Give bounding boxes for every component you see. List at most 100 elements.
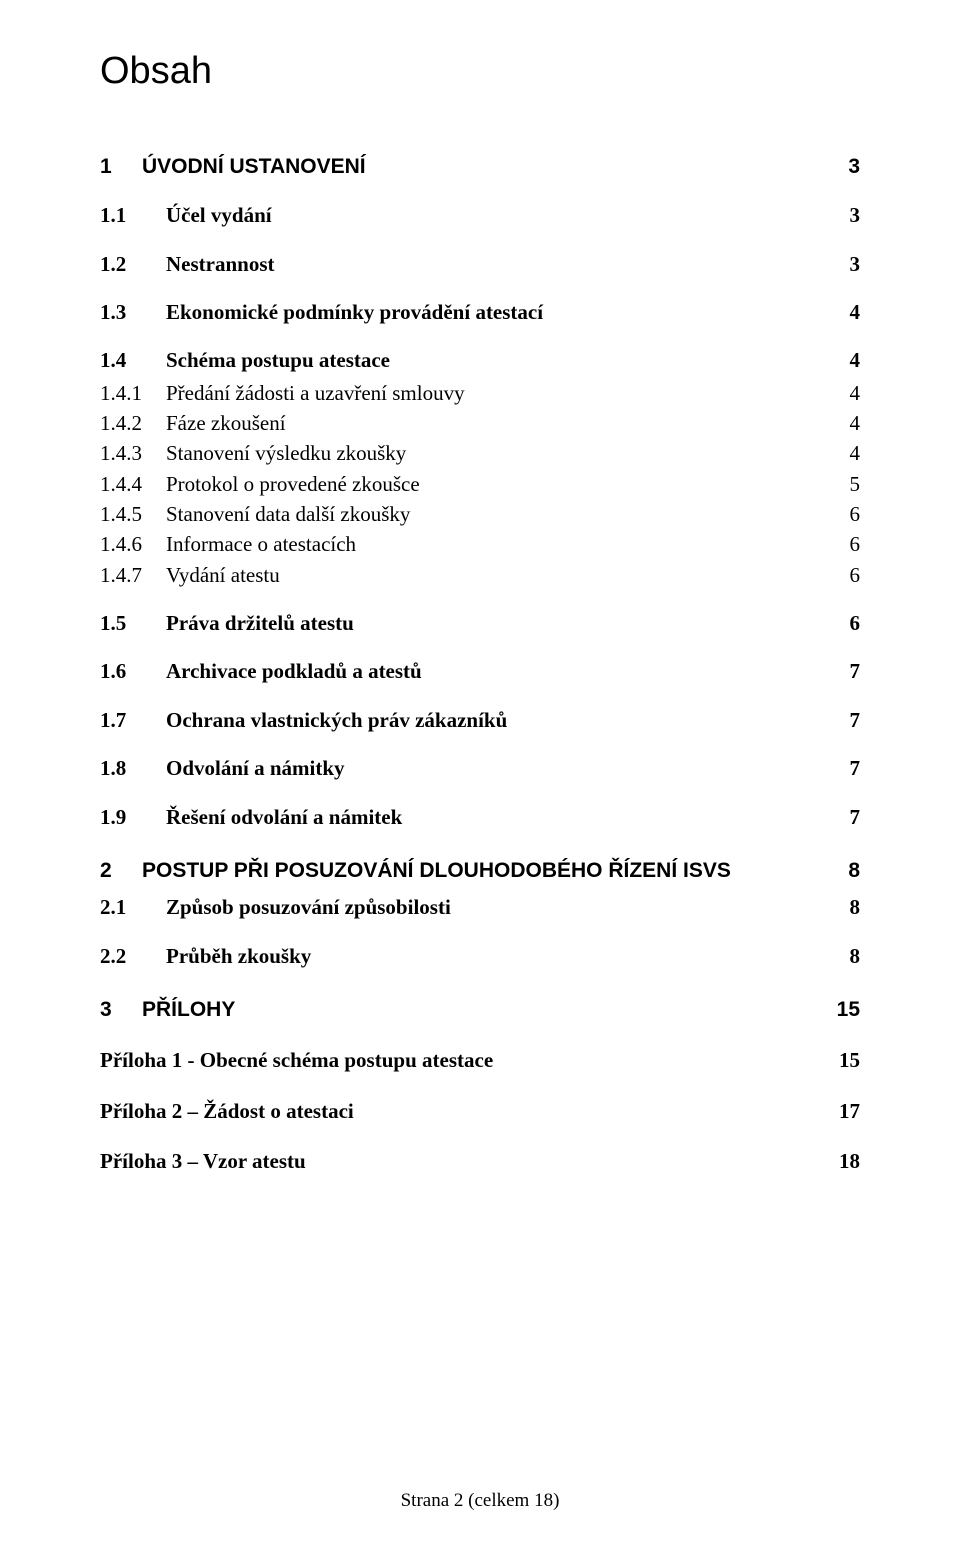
toc-entry-left: 1.8Odvolání a námitky [100, 754, 345, 782]
toc-entry-left: 1.4.3Stanovení výsledku zkoušky [100, 439, 406, 467]
toc-entry: 2.2Průběh zkoušky 8 [100, 942, 860, 970]
toc-entry-left: 1ÚVODNÍ USTANOVENÍ [100, 153, 366, 181]
toc-entry-text: Vydání atestu [166, 561, 280, 589]
toc-entry-page: 15 [830, 996, 860, 1024]
toc-entry-number: 2 [100, 857, 142, 885]
toc-entry-number: 1.9 [100, 803, 166, 831]
toc-entry-left: 1.9Řešení odvolání a námitek [100, 803, 402, 831]
toc-entry: 1.5Práva držitelů atestu6 [100, 609, 860, 637]
toc-entry: Příloha 1 - Obecné schéma postupu atesta… [100, 1046, 860, 1074]
toc-entry-left: 1.4.7Vydání atestu [100, 561, 280, 589]
table-of-contents: 1ÚVODNÍ USTANOVENÍ31.1Účel vydání31.2Nes… [100, 153, 860, 1175]
toc-entry-number: 1.4.2 [100, 409, 166, 437]
toc-entry-left: 2.1Způsob posuzování způsobilosti [100, 893, 451, 921]
toc-entry: 2.1Způsob posuzování způsobilosti 8 [100, 893, 860, 921]
toc-entry-left: 1.6Archivace podkladů a atestů [100, 657, 422, 685]
toc-entry-left: 1.4.6Informace o atestacích [100, 530, 356, 558]
toc-entry-left: 1.4.4Protokol o provedené zkoušce [100, 470, 420, 498]
toc-entry-number: 1.4.5 [100, 500, 166, 528]
toc-entry: 3PŘÍLOHY 15 [100, 996, 860, 1024]
toc-entry-text: Způsob posuzování způsobilosti [166, 893, 451, 921]
toc-entry-text: Příloha 3 – Vzor atestu [100, 1147, 306, 1175]
toc-entry-page: 6 [830, 609, 860, 637]
page-footer: Strana 2 (celkem 18) [0, 1490, 960, 1512]
toc-entry-page: 4 [830, 439, 860, 467]
toc-entry-left: 1.4.5Stanovení data další zkoušky [100, 500, 410, 528]
toc-entry-number: 3 [100, 996, 142, 1024]
toc-entry: 1ÚVODNÍ USTANOVENÍ 3 [100, 153, 860, 181]
toc-entry-left: 2POSTUP PŘI POSUZOVÁNÍ DLOUHODOBÉHO ŘÍZE… [100, 857, 731, 885]
toc-entry-text: Stanovení data další zkoušky [166, 500, 410, 528]
toc-entry-number: 2.2 [100, 942, 166, 970]
toc-entry-number: 1.2 [100, 250, 166, 278]
toc-entry-text: Informace o atestacích [166, 530, 356, 558]
toc-entry-page: 6 [830, 561, 860, 589]
toc-entry: Příloha 2 – Žádost o atestaci17 [100, 1097, 860, 1125]
toc-entry: 1.8Odvolání a námitky 7 [100, 754, 860, 782]
toc-entry-page: 4 [830, 379, 860, 407]
toc-entry-text: Průběh zkoušky [166, 942, 311, 970]
toc-entry-text: Fáze zkoušení [166, 409, 286, 437]
toc-entry-number: 1.5 [100, 609, 166, 637]
toc-entry-left: 1.1Účel vydání [100, 201, 272, 229]
toc-entry-page: 8 [830, 893, 860, 921]
toc-entry: 1.3Ekonomické podmínky provádění atestac… [100, 298, 860, 326]
toc-entry: 1.4.7Vydání atestu 6 [100, 561, 860, 589]
toc-entry-text: PŘÍLOHY [142, 996, 235, 1024]
toc-entry-text: POSTUP PŘI POSUZOVÁNÍ DLOUHODOBÉHO ŘÍZEN… [142, 857, 731, 885]
toc-entry-left: 1.2Nestrannost [100, 250, 275, 278]
toc-entry-page: 6 [830, 500, 860, 528]
toc-entry-page: 3 [830, 153, 860, 181]
toc-entry-left: Příloha 2 – Žádost o atestaci [100, 1097, 354, 1125]
toc-entry-number: 1.3 [100, 298, 166, 326]
toc-entry-page: 7 [830, 754, 860, 782]
toc-entry-number: 1.4.6 [100, 530, 166, 558]
page-title: Obsah [100, 50, 860, 93]
toc-entry-text: Protokol o provedené zkoušce [166, 470, 420, 498]
toc-entry-text: Ochrana vlastnických práv zákazníků [166, 706, 507, 734]
toc-entry: 1.9Řešení odvolání a námitek 7 [100, 803, 860, 831]
toc-entry-text: Odvolání a námitky [166, 754, 345, 782]
toc-entry-number: 1.6 [100, 657, 166, 685]
toc-entry-number: 2.1 [100, 893, 166, 921]
toc-entry-number: 1.4 [100, 346, 166, 374]
toc-entry-page: 8 [830, 857, 860, 885]
toc-entry-text: Archivace podkladů a atestů [166, 657, 422, 685]
toc-entry-text: Předání žádosti a uzavření smlouvy [166, 379, 465, 407]
toc-entry-text: Schéma postupu atestace [166, 346, 390, 374]
toc-entry: 1.4.1Předání žádosti a uzavření smlouvy 4 [100, 379, 860, 407]
toc-entry-page: 3 [830, 250, 860, 278]
toc-entry-text: Ekonomické podmínky provádění atestací [166, 298, 543, 326]
toc-entry: 1.1Účel vydání3 [100, 201, 860, 229]
toc-entry-left: 1.4.2Fáze zkoušení [100, 409, 286, 437]
toc-entry: 1.4.4Protokol o provedené zkoušce 5 [100, 470, 860, 498]
toc-entry-text: Nestrannost [166, 250, 275, 278]
toc-entry-left: 3PŘÍLOHY [100, 996, 235, 1024]
toc-entry-page: 7 [830, 657, 860, 685]
toc-entry-text: Řešení odvolání a námitek [166, 803, 402, 831]
toc-entry-number: 1.4.1 [100, 379, 166, 407]
toc-entry-left: Příloha 3 – Vzor atestu [100, 1147, 306, 1175]
toc-entry-left: 1.7Ochrana vlastnických práv zákazníků [100, 706, 507, 734]
toc-entry-page: 15 [830, 1046, 860, 1074]
toc-entry-number: 1.7 [100, 706, 166, 734]
toc-entry-page: 4 [830, 346, 860, 374]
toc-entry-page: 5 [830, 470, 860, 498]
toc-entry-number: 1.4.7 [100, 561, 166, 589]
toc-entry-text: Příloha 1 - Obecné schéma postupu atesta… [100, 1046, 493, 1074]
toc-entry: 1.4.3Stanovení výsledku zkoušky 4 [100, 439, 860, 467]
toc-entry: Příloha 3 – Vzor atestu18 [100, 1147, 860, 1175]
toc-entry-left: 2.2Průběh zkoušky [100, 942, 311, 970]
toc-entry: 1.4.5Stanovení data další zkoušky 6 [100, 500, 860, 528]
toc-entry-number: 1.8 [100, 754, 166, 782]
toc-entry-number: 1 [100, 153, 142, 181]
toc-entry-number: 1.4.4 [100, 470, 166, 498]
toc-entry-text: ÚVODNÍ USTANOVENÍ [142, 153, 366, 181]
toc-entry-page: 4 [830, 409, 860, 437]
toc-entry-left: 1.4Schéma postupu atestace [100, 346, 390, 374]
toc-entry-page: 7 [830, 803, 860, 831]
toc-entry-text: Příloha 2 – Žádost o atestaci [100, 1097, 354, 1125]
toc-entry: 2POSTUP PŘI POSUZOVÁNÍ DLOUHODOBÉHO ŘÍZE… [100, 857, 860, 885]
toc-entry-page: 8 [830, 942, 860, 970]
toc-entry: 1.2Nestrannost 3 [100, 250, 860, 278]
